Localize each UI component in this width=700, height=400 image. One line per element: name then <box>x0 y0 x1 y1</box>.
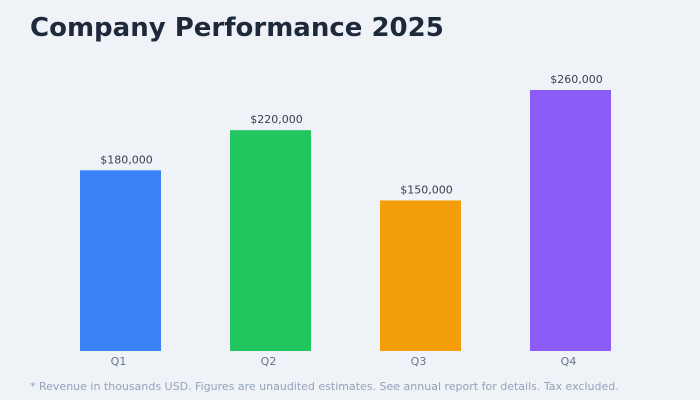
x-tick-q3: Q3 <box>411 355 427 368</box>
bar-q3 <box>380 200 461 351</box>
bar-q2 <box>230 130 311 351</box>
value-labels-group: $180,000 $220,000 $150,000 $260,000 <box>100 73 603 196</box>
x-tick-q4: Q4 <box>561 355 577 368</box>
bar-q4 <box>530 90 611 351</box>
x-tick-q1: Q1 <box>111 355 127 368</box>
value-label-q1: $180,000 <box>100 153 153 166</box>
value-label-q3: $150,000 <box>400 183 453 196</box>
bars-group <box>80 90 611 351</box>
x-tick-labels-group: Q1 Q2 Q3 Q4 <box>111 355 577 368</box>
chart-title: Company Performance 2025 <box>30 13 444 43</box>
value-label-q4: $260,000 <box>550 73 603 86</box>
x-tick-q2: Q2 <box>261 355 277 368</box>
value-label-q2: $220,000 <box>250 113 303 126</box>
bar-q1 <box>80 170 161 351</box>
footnote: * Revenue in thousands USD. Figures are … <box>30 380 619 393</box>
